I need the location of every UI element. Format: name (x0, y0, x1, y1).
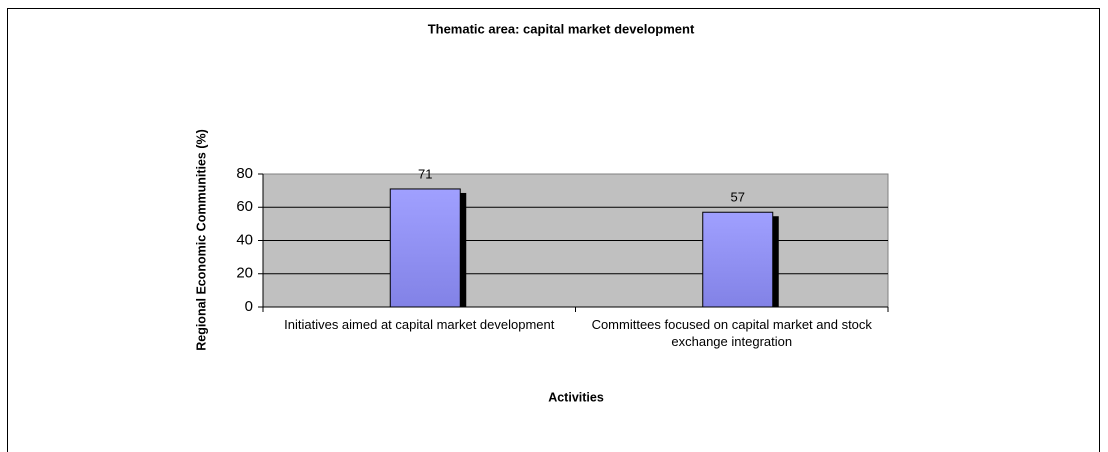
y-axis-title: Regional Economic Communities (%) (194, 129, 208, 351)
x-axis-title: Activities (548, 390, 604, 404)
y-tick-label: 20 (236, 265, 253, 282)
value-label: 71 (418, 166, 432, 181)
chart-border (7, 8, 1100, 452)
y-tick-label: 0 (245, 298, 253, 315)
chart-title: Thematic area: capital market developmen… (428, 21, 695, 36)
y-tick-label: 60 (236, 198, 253, 215)
bar (702, 211, 774, 308)
value-label: 57 (731, 190, 745, 205)
x-tick-label: Committees focused on capital market and… (592, 317, 873, 349)
y-tick-label: 80 (236, 165, 253, 182)
y-tick-label: 40 (236, 231, 253, 248)
bar (389, 188, 461, 308)
x-tick-label: Initiatives aimed at capital market deve… (284, 317, 555, 332)
